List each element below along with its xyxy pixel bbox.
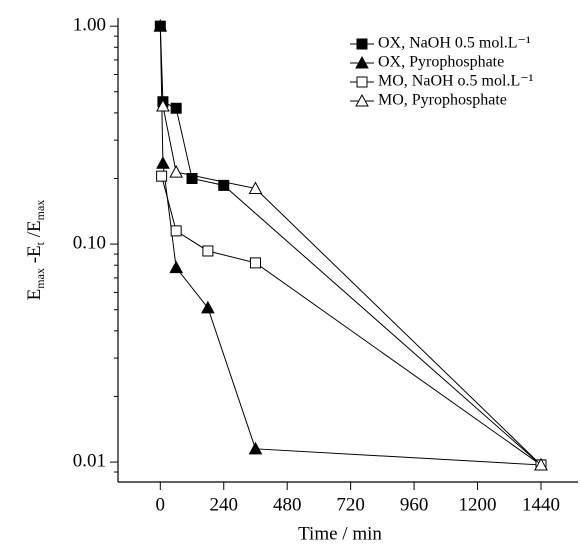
- data-point: [156, 156, 170, 169]
- x-tick-label: 720: [336, 494, 365, 515]
- data-point: [170, 102, 182, 114]
- y-tick-label: 0.01: [73, 450, 106, 471]
- y-label-part: E: [24, 289, 45, 301]
- data-point: [186, 172, 198, 184]
- data-point: [248, 181, 263, 194]
- data-point: [249, 257, 261, 269]
- x-tick-label: 960: [400, 494, 429, 515]
- legend-marker: [355, 93, 369, 107]
- legend-marker: [356, 38, 368, 50]
- data-point: [201, 300, 215, 314]
- y-tick-label: 0.10: [73, 232, 106, 253]
- x-tick-label: 480: [273, 494, 302, 515]
- series-line: [159, 26, 542, 466]
- y-label-subscript: t: [33, 241, 47, 245]
- data-point: [169, 260, 184, 274]
- data-point: [170, 225, 182, 237]
- x-tick-label: 240: [209, 494, 238, 515]
- series-line: [162, 105, 542, 466]
- legend-label: MO, Pyrophosphate: [378, 92, 507, 109]
- data-point: [156, 170, 168, 182]
- data-point: [156, 98, 170, 112]
- data-point: [218, 179, 230, 191]
- legend-label: OX, Pyrophosphate: [378, 54, 504, 71]
- data-point: [534, 457, 548, 471]
- series-line: [159, 26, 542, 466]
- data-point: [169, 165, 184, 178]
- data-point: [202, 245, 214, 257]
- y-axis-label: Emax -Et /Emax: [24, 200, 46, 301]
- series-line: [161, 176, 542, 466]
- legend-marker: [355, 55, 369, 69]
- y-label-subscript: max: [33, 268, 47, 289]
- x-axis-label: Time / min: [298, 523, 382, 544]
- data-point: [248, 441, 263, 455]
- legend-label: OX, NaOH 0.5 mol.L⁻¹: [378, 35, 531, 52]
- x-tick-label: 1200: [459, 494, 497, 515]
- data-point: [153, 19, 168, 32]
- x-tick-label: 1440: [522, 494, 560, 515]
- x-tick-label: 0: [156, 494, 166, 515]
- y-label-subscript: max: [33, 200, 47, 221]
- legend-marker: [356, 76, 368, 88]
- y-label-part: /E: [24, 220, 45, 242]
- legend-label: MO, NaOH o.5 mol.L⁻¹: [378, 73, 534, 90]
- y-tick-label: 1.00: [73, 15, 106, 36]
- y-label-part: -E: [24, 245, 45, 268]
